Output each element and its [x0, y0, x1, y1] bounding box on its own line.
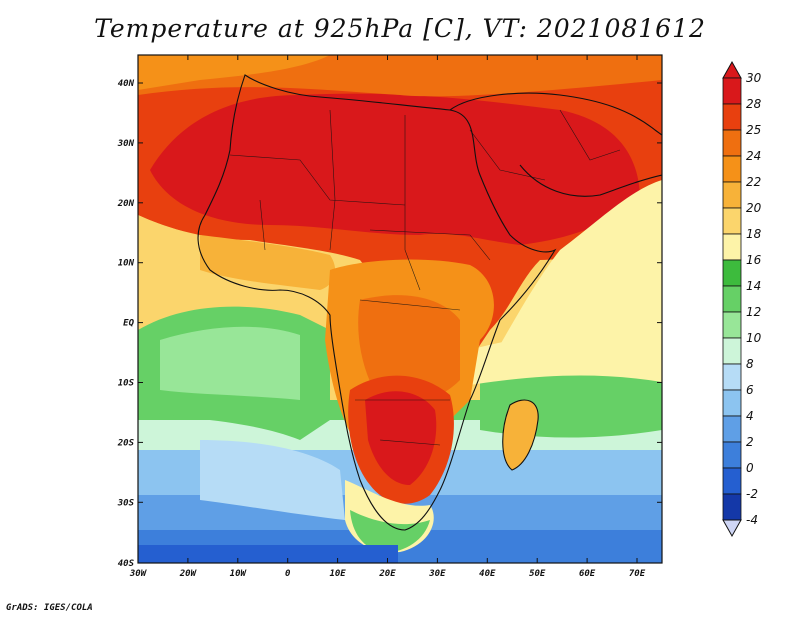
colorbar-label: -4: [746, 513, 758, 527]
colorbar-swatch: [722, 467, 742, 495]
colorbar-swatch: [722, 389, 742, 417]
credit-text: GrADS: IGES/COLA: [6, 603, 93, 613]
colorbar-label: 28: [746, 97, 762, 111]
colorbar-label: 16: [746, 253, 762, 267]
colorbar-swatch: [722, 363, 742, 391]
colorbar-label: 20: [746, 201, 762, 215]
colorbar-label: 8: [746, 357, 754, 371]
lon-label: 20W: [179, 569, 198, 579]
colorbar-label: -2: [746, 487, 758, 501]
colorbar-swatch: [722, 441, 742, 469]
colorbar-swatch: [722, 311, 742, 339]
colorbar-label: 14: [746, 279, 761, 293]
lat-label: EQ: [123, 319, 134, 329]
colorbar-label: 10: [746, 331, 762, 345]
lon-label: 0: [285, 569, 291, 579]
lon-label: 30W: [129, 569, 148, 579]
lon-label: 40E: [479, 569, 496, 579]
colorbar-swatch: [722, 259, 742, 287]
lat-label: 10S: [118, 379, 135, 389]
lat-label: 40S: [118, 559, 135, 569]
colorbar-swatch: [722, 233, 742, 261]
lat-label: 40N: [118, 79, 135, 89]
lat-label: 20N: [117, 199, 135, 209]
lon-label: 10W: [230, 569, 248, 579]
colorbar-swatch: [722, 337, 742, 365]
lat-label: 30N: [117, 139, 135, 149]
colorbar-label: 18: [746, 227, 762, 241]
coastline: [197, 74, 662, 531]
colorbar-label: 0: [746, 461, 754, 475]
colorbar-min-extension: [722, 519, 742, 538]
colorbar-label: 6: [746, 383, 754, 397]
map-frame: [137, 54, 663, 564]
lat-label: 10N: [118, 259, 135, 269]
country-borders: [229, 109, 621, 446]
colorbar-swatch: [722, 493, 742, 521]
lon-label: 20E: [378, 569, 396, 579]
lon-label: 50E: [529, 569, 546, 579]
colorbar-label: 25: [746, 123, 761, 137]
lon-label: 30E: [428, 569, 446, 579]
longitude-axis: 30W 20W 10W 0 10E 20E 30E 40E 50E 60E 70E: [129, 55, 646, 579]
colorbar-label: 12: [746, 305, 761, 319]
lon-label: 10E: [329, 569, 346, 579]
lon-label: 70E: [629, 569, 646, 579]
chart-title: Temperature at 925hPa [C], VT: 202108161…: [94, 14, 706, 43]
colorbar-label: 22: [746, 175, 761, 189]
colorbar-swatch: [722, 155, 742, 183]
colorbar-swatch: [722, 77, 742, 105]
colorbar-swatch: [722, 285, 742, 313]
colorbar-swatch: [722, 129, 742, 157]
colorbar-max-extension: [722, 60, 742, 79]
lat-label: 30S: [117, 498, 135, 508]
colorbar-swatch: [722, 415, 742, 443]
colorbar-swatch: [722, 103, 742, 131]
temperature-field: [138, 55, 662, 563]
lon-label: 60E: [579, 569, 596, 579]
colorbar-label: 4: [746, 409, 754, 423]
lat-label: 20S: [117, 438, 135, 448]
latitude-axis: 40N 30N 20N 10N EQ 10S 20S 30S 40S: [117, 79, 662, 569]
colorbar-label: 30: [746, 71, 762, 85]
colorbar-swatch: [722, 181, 742, 209]
colorbar-label: 24: [746, 149, 761, 163]
colorbar-label: 2: [746, 435, 754, 449]
colorbar-swatch: [722, 207, 742, 235]
